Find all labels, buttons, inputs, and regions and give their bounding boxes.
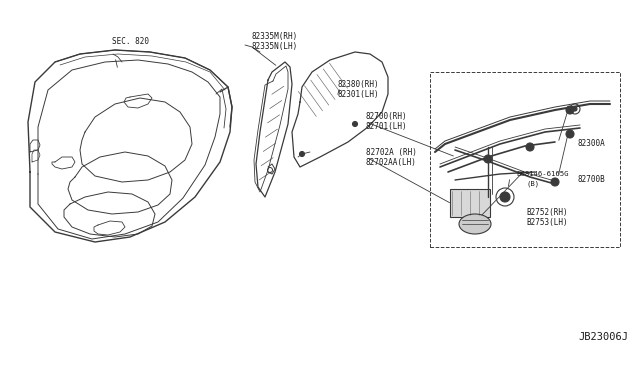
Text: 82702AA(LH): 82702AA(LH) <box>366 157 417 167</box>
Circle shape <box>526 143 534 151</box>
Text: SEC. 820: SEC. 820 <box>112 38 149 46</box>
Circle shape <box>353 122 358 126</box>
Text: JB23006J: JB23006J <box>578 332 628 342</box>
Text: 82335N(LH): 82335N(LH) <box>252 42 298 51</box>
Text: 82700B: 82700B <box>578 174 605 183</box>
Circle shape <box>300 151 305 157</box>
Circle shape <box>484 155 492 163</box>
Ellipse shape <box>459 214 491 234</box>
Circle shape <box>566 106 574 114</box>
Circle shape <box>573 107 577 111</box>
Text: 82700(RH): 82700(RH) <box>366 112 408 122</box>
Text: B2752(RH): B2752(RH) <box>526 208 568 217</box>
Circle shape <box>551 178 559 186</box>
Bar <box>450 189 490 217</box>
Circle shape <box>500 192 510 202</box>
Text: 82300A: 82300A <box>578 140 605 148</box>
Circle shape <box>566 130 574 138</box>
Text: (B): (B) <box>526 181 539 187</box>
Text: 82380(RH): 82380(RH) <box>338 80 380 90</box>
Text: 82702A (RH): 82702A (RH) <box>366 148 417 157</box>
Text: B08146-6165G: B08146-6165G <box>516 171 568 177</box>
Text: 82335M(RH): 82335M(RH) <box>252 32 298 41</box>
Text: B2753(LH): B2753(LH) <box>526 218 568 227</box>
Text: 82701(LH): 82701(LH) <box>366 122 408 131</box>
Text: 82301(LH): 82301(LH) <box>338 90 380 99</box>
Bar <box>430 72 620 247</box>
